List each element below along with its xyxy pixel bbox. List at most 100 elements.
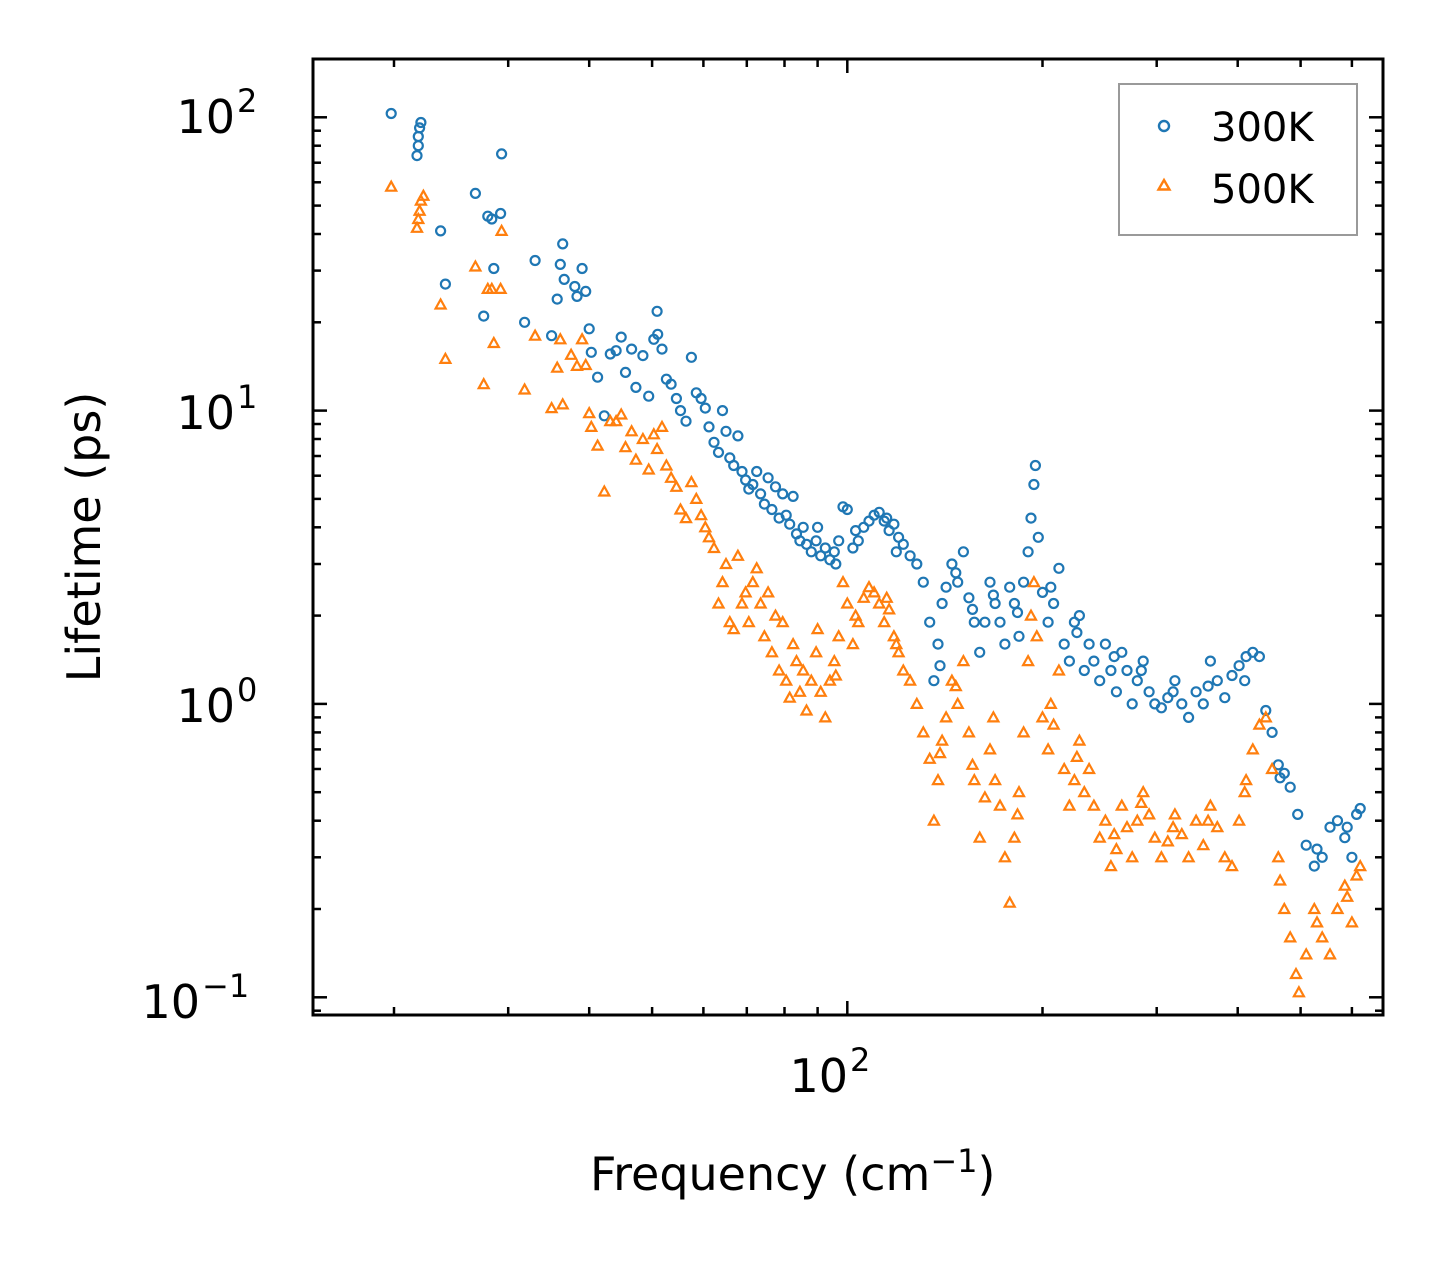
point-500k-37 <box>646 427 661 440</box>
point-300k-102 <box>928 675 940 687</box>
point-500k-121 <box>1027 574 1041 588</box>
point-500k-157 <box>1239 772 1253 786</box>
point-500k-6 <box>433 297 448 310</box>
point-300k-78 <box>805 546 817 558</box>
point-300k-181 <box>881 512 893 524</box>
point-500k-0 <box>384 179 399 192</box>
y-tick-exp-10: 1 <box>237 378 257 416</box>
point-300k-9 <box>478 310 490 322</box>
point-300k-44 <box>670 392 683 405</box>
point-300k-187 <box>1011 606 1024 619</box>
point-300k-135 <box>1083 638 1095 650</box>
point-300k-106 <box>946 558 958 570</box>
point-500k-44 <box>679 510 693 524</box>
point-500k-145 <box>1154 850 1169 863</box>
legend-marker-300k <box>1157 119 1171 133</box>
point-300k-128 <box>1047 597 1060 610</box>
point-500k-185 <box>1010 807 1025 820</box>
point-500k-98 <box>916 725 931 738</box>
point-500k-141 <box>1130 813 1145 826</box>
point-300k-31 <box>610 345 622 357</box>
point-500k-2 <box>411 211 426 225</box>
point-500k-38 <box>650 441 664 455</box>
point-500k-40 <box>659 458 674 471</box>
point-300k-116 <box>999 638 1011 650</box>
point-500k-140 <box>1125 850 1140 863</box>
point-500k-149 <box>1181 850 1196 863</box>
point-500k-104 <box>945 673 959 686</box>
point-300k-13 <box>495 207 507 220</box>
point-500k-160 <box>1258 710 1273 723</box>
plot-frame <box>311 57 1385 1017</box>
point-500k-194 <box>1310 915 1324 928</box>
point-300k-112 <box>979 616 991 628</box>
point-300k-90 <box>863 515 875 527</box>
point-500k-188 <box>1107 826 1122 840</box>
point-300k-81 <box>819 542 831 554</box>
point-300k-174 <box>1339 832 1351 844</box>
point-300k-142 <box>1121 664 1133 677</box>
legend-box <box>1118 83 1358 236</box>
point-300k-23 <box>571 290 583 302</box>
point-500k-90 <box>872 596 887 609</box>
point-500k-57 <box>735 596 749 609</box>
point-500k-130 <box>1072 733 1087 746</box>
point-500k-84 <box>840 596 855 609</box>
point-300k-47 <box>685 351 698 363</box>
point-500k-147 <box>1168 807 1182 820</box>
point-300k-148 <box>1155 702 1168 714</box>
point-300k-64 <box>754 488 767 500</box>
point-300k-197 <box>1341 821 1353 833</box>
point-500k-153 <box>1210 819 1225 833</box>
point-300k-73 <box>787 490 799 502</box>
point-500k-169 <box>1315 930 1330 943</box>
point-300k-103 <box>932 638 944 650</box>
point-300k-87 <box>847 542 859 554</box>
point-500k-11 <box>484 281 499 294</box>
point-300k-80 <box>815 550 827 562</box>
point-500k-184 <box>986 710 1001 723</box>
point-500k-1 <box>410 220 424 233</box>
point-500k-91 <box>877 614 892 628</box>
point-300k-65 <box>758 498 771 510</box>
point-300k-37 <box>643 390 655 402</box>
y-tick-label-0.1: 10 <box>141 975 200 1029</box>
point-300k-1 <box>411 150 423 162</box>
point-300k-53 <box>712 446 725 458</box>
point-500k-102 <box>935 733 949 746</box>
point-500k-73 <box>793 684 807 697</box>
point-500k-134 <box>1092 830 1107 843</box>
point-500k-18 <box>550 360 565 373</box>
point-300k-179 <box>830 558 842 570</box>
point-500k-154 <box>1217 850 1232 863</box>
point-300k-143 <box>1126 698 1138 710</box>
point-300k-11 <box>486 213 498 225</box>
point-300k-79 <box>810 535 822 547</box>
point-300k-156 <box>1211 675 1223 687</box>
point-300k-130 <box>1058 638 1070 650</box>
point-300k-145 <box>1137 655 1149 667</box>
point-500k-191 <box>1201 813 1215 826</box>
legend-label-500k: 500K <box>1211 167 1315 213</box>
point-300k-25 <box>580 285 592 297</box>
point-500k-20 <box>555 397 570 410</box>
point-300k-58 <box>732 430 744 442</box>
point-300k-52 <box>708 436 720 448</box>
point-500k-52 <box>715 574 730 588</box>
point-500k-85 <box>846 636 860 650</box>
point-300k-26 <box>583 323 595 335</box>
point-500k-137 <box>1109 841 1124 855</box>
point-300k-62 <box>747 478 759 491</box>
point-500k-63 <box>757 629 772 642</box>
point-300k-113 <box>984 576 996 588</box>
point-500k-120 <box>1024 608 1038 621</box>
point-500k-21 <box>564 347 578 360</box>
point-300k-131 <box>1063 655 1076 667</box>
point-300k-146 <box>1143 686 1155 698</box>
point-500k-183 <box>965 757 980 770</box>
point-300k-154 <box>1197 698 1209 710</box>
point-500k-59 <box>741 614 756 628</box>
point-300k-137 <box>1094 675 1106 687</box>
point-500k-28 <box>597 484 612 497</box>
point-300k-150 <box>1169 675 1181 687</box>
